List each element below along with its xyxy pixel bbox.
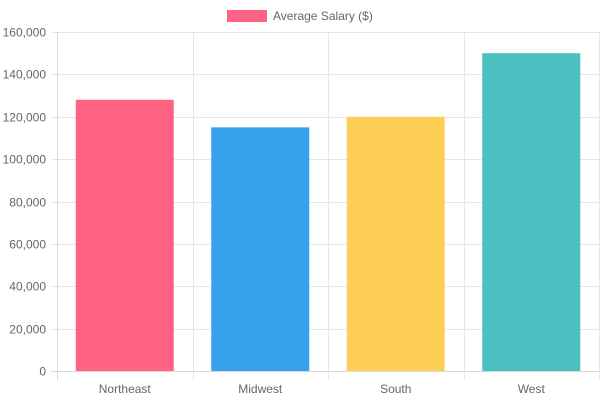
bar-south	[346, 116, 445, 371]
x-tick-label: West	[518, 382, 546, 396]
x-tick-label: Northeast	[99, 382, 152, 396]
bar-northeast	[75, 99, 174, 372]
y-tick-label: 0	[39, 365, 46, 379]
legend-swatch	[227, 10, 267, 22]
y-tick-label: 120,000	[3, 111, 47, 125]
bars	[75, 53, 581, 372]
bar-west	[482, 53, 581, 371]
chart-legend[interactable]: Average Salary ($)	[227, 9, 373, 23]
y-tick-label: 140,000	[3, 68, 47, 82]
y-tick-label: 80,000	[9, 196, 46, 210]
bar-midwest	[211, 127, 310, 371]
y-tick-label: 160,000	[3, 26, 47, 40]
legend-label: Average Salary ($)	[273, 9, 373, 23]
y-tick-labels: 0 20,000 40,000 60,000 80,000 100,000 120,000 1…	[3, 26, 47, 379]
y-tick-label: 40,000	[9, 280, 46, 294]
x-tick-labels: Northeast Midwest South West	[99, 382, 546, 396]
y-tick-label: 60,000	[9, 238, 46, 252]
y-tick-label: 100,000	[3, 153, 47, 167]
x-tick-label: Midwest	[238, 382, 283, 396]
x-tick-label: South	[380, 382, 411, 396]
y-tick-label: 20,000	[9, 323, 46, 337]
